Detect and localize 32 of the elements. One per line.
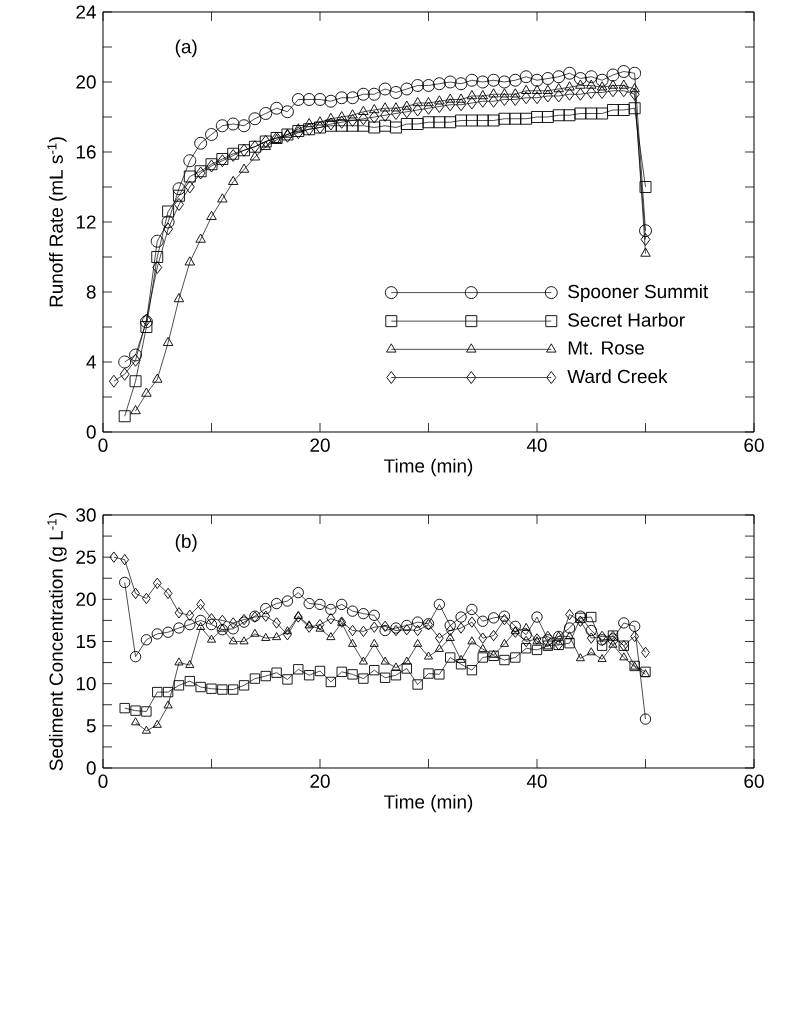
x-axis-title: Time (min): [384, 458, 473, 477]
y-tick-label: 16: [76, 145, 96, 159]
y-tick-label: 10: [76, 676, 96, 691]
legend-label: Spooner Summit: [568, 284, 709, 302]
x-tick-label: 0: [98, 438, 108, 452]
annotation: (b): [175, 534, 197, 552]
y-tick-label: 12: [76, 215, 96, 229]
x-tick-label: 0: [98, 774, 108, 788]
y-tick-label: 24: [76, 5, 96, 19]
x-tick-label: 60: [744, 438, 764, 452]
y-tick-label: 0: [86, 761, 96, 775]
x-tick-label: 20: [310, 438, 330, 452]
x-axis-title: Time (min): [384, 794, 473, 813]
y-tick-label: 5: [86, 719, 96, 733]
legend-label: Ward Creek: [567, 369, 668, 384]
y-tick-label: 25: [76, 550, 96, 564]
y-axis-title: Sediment Concentration (g L$^{-1}$): [47, 512, 67, 771]
x-tick-label: 40: [526, 438, 547, 452]
annotation: (a): [175, 39, 197, 58]
y-tick-label: 0: [86, 425, 96, 439]
y-tick-label: 8: [86, 285, 96, 299]
x-tick-label: 60: [744, 774, 764, 788]
y-axis-title: Runoff Rate (mL s$^{-1}$): [47, 137, 67, 307]
x-tick-label: 20: [310, 774, 330, 788]
y-tick-label: 15: [76, 634, 96, 649]
legend-label: Mt. Rose: [568, 341, 644, 355]
y-tick-label: 20: [76, 75, 96, 89]
y-tick-label: 4: [86, 355, 96, 369]
y-tick-label: 20: [76, 592, 96, 607]
x-tick-label: 40: [526, 774, 547, 788]
y-tick-label: 30: [76, 508, 96, 522]
legend-label: Secret Harbor: [568, 312, 685, 327]
